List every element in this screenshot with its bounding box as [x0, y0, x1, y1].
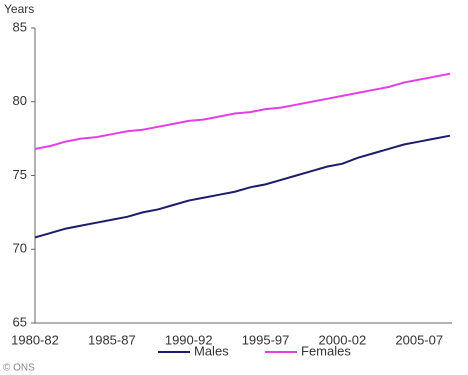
- y-tick-label: 75: [13, 167, 27, 182]
- y-tick-label: 70: [13, 241, 27, 256]
- y-axis-label: Years: [4, 2, 34, 16]
- y-tick-label: 85: [13, 19, 27, 34]
- x-tick-label: 1985-87: [88, 332, 136, 347]
- x-tick-label: 2000-02: [319, 332, 367, 347]
- x-tick-label: 2005-07: [395, 332, 443, 347]
- y-tick-label: 80: [13, 93, 27, 108]
- line: [34, 72, 451, 150]
- source: © ONS: [3, 363, 35, 374]
- line: [34, 134, 451, 239]
- x-tick-label: 1990-92: [165, 332, 213, 347]
- x-tick-label: 1995-97: [242, 332, 290, 347]
- legend-label: Females: [301, 343, 351, 358]
- y-tick-label: 65: [13, 314, 27, 329]
- x-tick-label: 1980-82: [11, 332, 59, 347]
- legend-label: Males: [194, 343, 229, 358]
